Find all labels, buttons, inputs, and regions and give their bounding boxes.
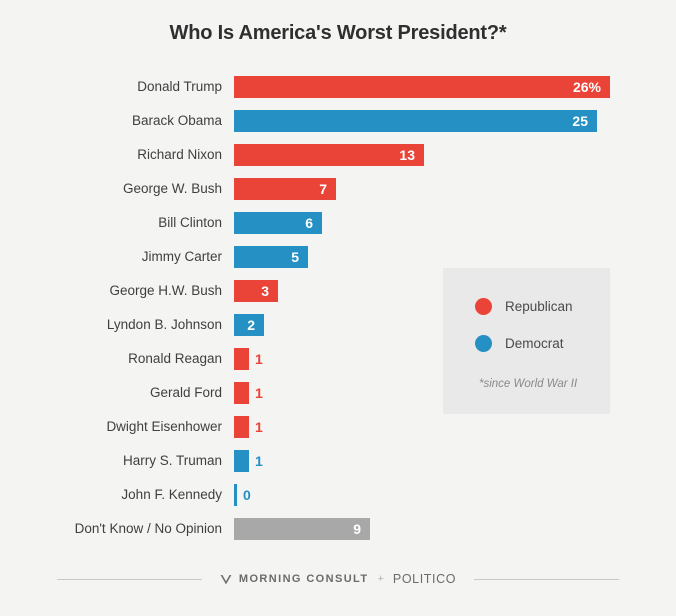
bar-track: 13 xyxy=(234,144,666,166)
bar-row: Lyndon B. Johnson 2 xyxy=(0,314,676,336)
bar-track: 3 xyxy=(234,280,666,302)
bar-track: 2 xyxy=(234,314,666,336)
bar-track: 9 xyxy=(234,518,666,540)
bar-value-label: 7 xyxy=(319,181,327,197)
bar-track: 5 xyxy=(234,246,666,268)
bar-track: 1 xyxy=(234,382,666,404)
bar-value-label: 1 xyxy=(255,385,263,401)
bar-category-label: Don't Know / No Opinion xyxy=(74,521,222,536)
bar-row: George H.W. Bush 3 xyxy=(0,280,676,302)
bar-category-label: George W. Bush xyxy=(122,181,222,196)
page-title: Who Is America's Worst President?* xyxy=(169,22,507,44)
morning-consult-logo-icon xyxy=(220,574,232,584)
bar-row: Bill Clinton 6 xyxy=(0,212,676,234)
bar-row: Harry S. Truman 1 xyxy=(0,450,676,472)
legend-item-republican: Republican xyxy=(475,298,573,315)
bar-value-label: 3 xyxy=(261,283,269,299)
bar xyxy=(234,178,336,200)
bar xyxy=(234,382,249,404)
bar-value-label: 1 xyxy=(255,351,263,367)
bar-row: George W. Bush 7 xyxy=(0,178,676,200)
bar-row: Jimmy Carter 5 xyxy=(0,246,676,268)
bar xyxy=(234,348,249,370)
bar xyxy=(234,76,610,98)
legend-label-democrat: Democrat xyxy=(505,336,564,351)
bar xyxy=(234,416,249,438)
bar-row: Barack Obama 25 xyxy=(0,110,676,132)
bar-value-label: 9 xyxy=(353,521,361,537)
bar-category-label: Bill Clinton xyxy=(158,215,222,230)
bar-value-label: 1 xyxy=(255,453,263,469)
bar-track: 0 xyxy=(234,484,666,506)
bar-row: Don't Know / No Opinion 9 xyxy=(0,518,676,540)
legend-dot-democrat-icon xyxy=(475,335,492,352)
bar-value-label: 1 xyxy=(255,419,263,435)
footer-plus: + xyxy=(377,573,384,585)
bar-row: Ronald Reagan 1 xyxy=(0,348,676,370)
bar xyxy=(234,314,264,336)
bar-category-label: George H.W. Bush xyxy=(109,283,222,298)
bar-category-label: Ronald Reagan xyxy=(128,351,222,366)
bar-value-label: 0 xyxy=(243,487,251,503)
legend-item-democrat: Democrat xyxy=(475,335,564,352)
bar xyxy=(234,246,308,268)
footer-rule-right xyxy=(474,578,620,580)
bar-value-label: 13 xyxy=(399,147,415,163)
legend-footnote: *since World War II xyxy=(479,378,578,390)
bar xyxy=(234,110,597,132)
bar-track: 1 xyxy=(234,348,666,370)
legend-panel: Republican Democrat *since World War II xyxy=(443,268,610,414)
bar-row: John F. Kennedy 0 xyxy=(0,484,676,506)
bar-category-label: Donald Trump xyxy=(137,79,222,94)
bar xyxy=(234,450,249,472)
bar-row: Richard Nixon 13 xyxy=(0,144,676,166)
bar-category-label: John F. Kennedy xyxy=(121,487,222,502)
bar-category-label: Lyndon B. Johnson xyxy=(106,317,222,332)
bar-row: Donald Trump 26% xyxy=(0,76,676,98)
bar-category-label: Jimmy Carter xyxy=(141,249,222,264)
bar xyxy=(234,144,424,166)
footer-politico: POLITICO xyxy=(392,572,457,586)
bar-category-label: Gerald Ford xyxy=(149,385,222,400)
bar-value-label: 26% xyxy=(572,79,601,95)
bar-track: 26% xyxy=(234,76,666,98)
bar-track: 6 xyxy=(234,212,666,234)
bar-track: 1 xyxy=(234,416,666,438)
bar-track: 7 xyxy=(234,178,666,200)
bar-category-label: Dwight Eisenhower xyxy=(106,419,222,434)
footer: MORNING CONSULT + POLITICO xyxy=(0,572,676,586)
bar-category-label: Richard Nixon xyxy=(137,147,222,162)
bar-category-label: Harry S. Truman xyxy=(122,453,222,468)
bar-value-label: 2 xyxy=(247,317,255,333)
footer-branding: MORNING CONSULT + POLITICO xyxy=(202,572,474,586)
bar-row: Gerald Ford 1 xyxy=(0,382,676,404)
footer-rule-left xyxy=(56,578,202,580)
bar-chart-plot: Donald Trump 26% Barack Obama 25 Richard Nix… xyxy=(0,76,676,552)
legend-dot-republican-icon xyxy=(475,298,492,315)
bar xyxy=(234,212,322,234)
footer-morning-consult: MORNING CONSULT xyxy=(238,573,369,585)
bar-row: Dwight Eisenhower 1 xyxy=(0,416,676,438)
legend-label-republican: Republican xyxy=(505,299,573,314)
bar xyxy=(234,518,370,540)
bar xyxy=(234,484,237,506)
bar-track: 1 xyxy=(234,450,666,472)
bar-value-label: 6 xyxy=(305,215,313,231)
bar-value-label: 25 xyxy=(572,113,588,129)
bar xyxy=(234,280,278,302)
bar-value-label: 5 xyxy=(291,249,299,265)
bar-category-label: Barack Obama xyxy=(131,113,222,128)
bar-track: 25 xyxy=(234,110,666,132)
